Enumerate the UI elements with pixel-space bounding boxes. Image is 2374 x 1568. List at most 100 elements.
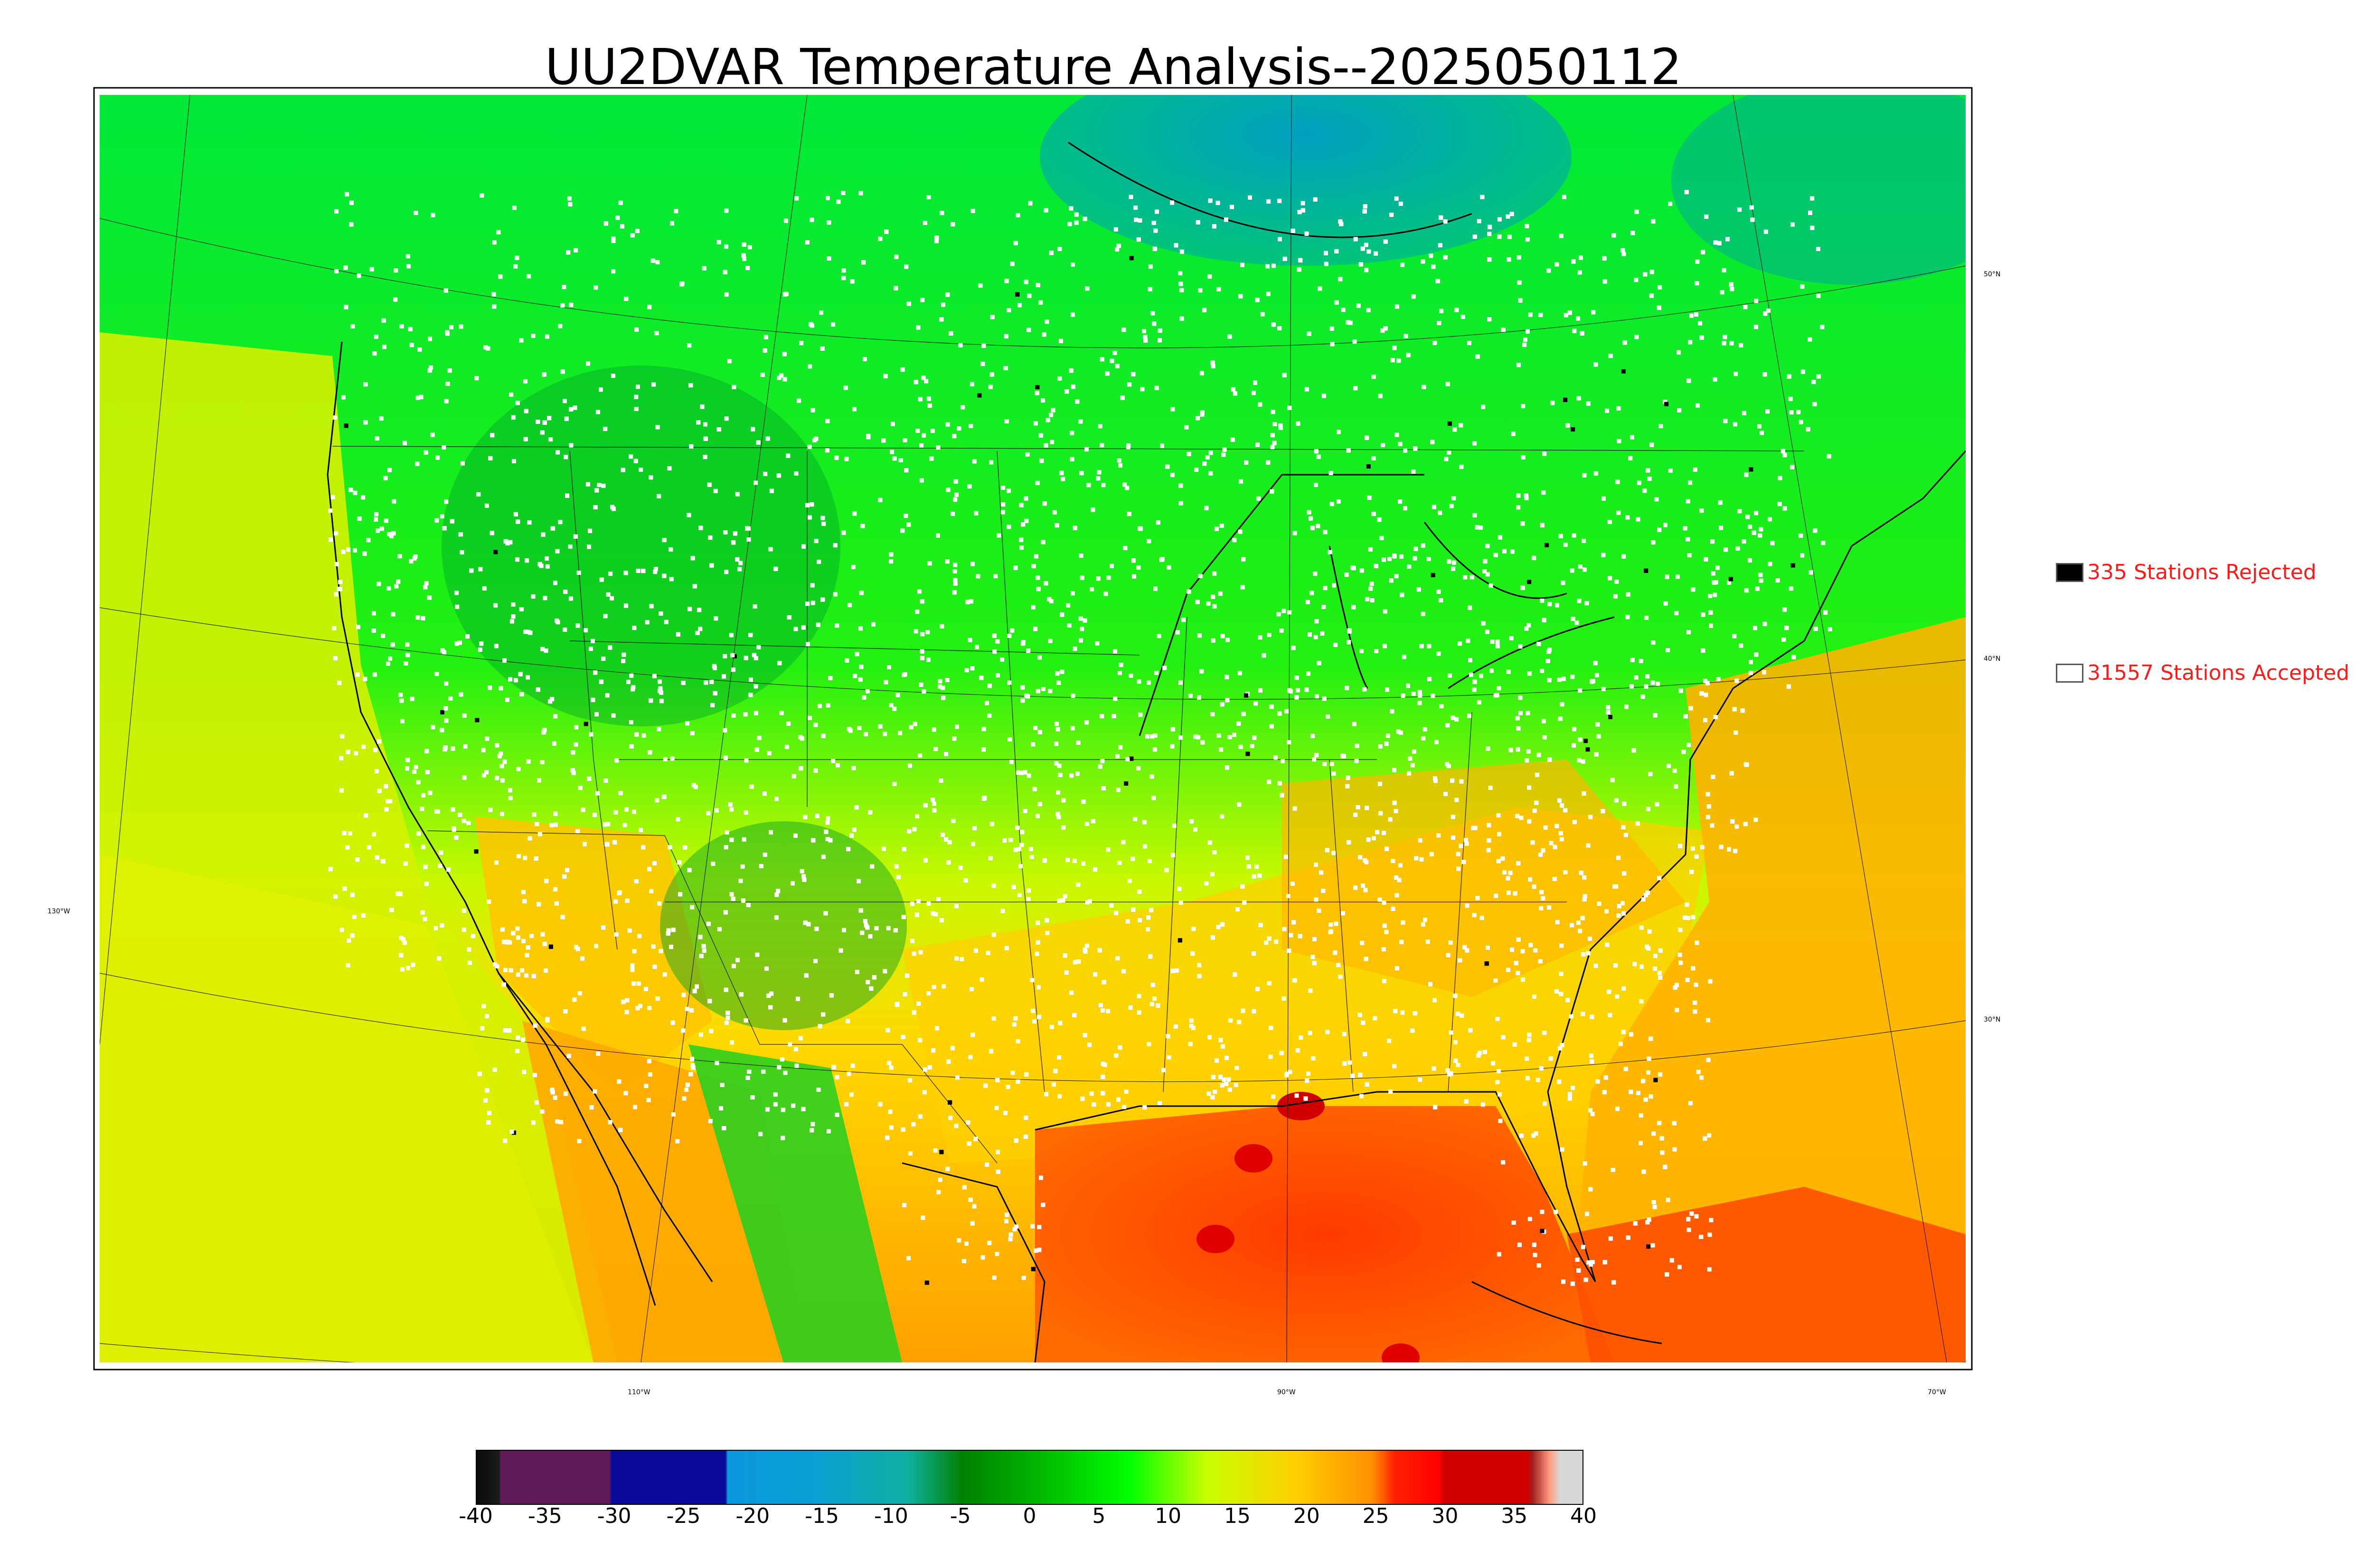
station-marker: [918, 1114, 923, 1119]
station-marker: [596, 1052, 601, 1056]
station-marker: [387, 468, 392, 472]
station-marker: [1200, 412, 1205, 417]
station-marker: [1029, 847, 1033, 851]
station-marker: [1439, 704, 1444, 709]
station-marker: [1780, 449, 1785, 453]
station-marker: [826, 703, 830, 708]
station-marker: [490, 433, 495, 438]
station-marker: [424, 450, 428, 455]
station-marker: [678, 892, 683, 897]
station-marker: [650, 258, 655, 263]
station-marker: [862, 695, 867, 700]
station-marker: [1677, 1265, 1682, 1269]
station-marker: [1173, 1024, 1178, 1029]
station-marker: [608, 645, 612, 650]
station-marker: [555, 549, 560, 554]
station-marker: [1032, 787, 1037, 791]
station-marker: [1240, 263, 1244, 267]
station-marker: [768, 1005, 773, 1010]
station-marker: [1486, 746, 1490, 751]
station-marker: [1281, 609, 1286, 613]
station-marker: [1244, 460, 1249, 465]
station-marker: [1041, 687, 1046, 691]
station-marker: [1345, 685, 1349, 690]
station-marker: [469, 568, 474, 573]
station-marker: [356, 625, 360, 629]
station-marker: [1371, 512, 1376, 516]
station-marker: [1269, 724, 1274, 729]
station-marker: [1057, 1094, 1062, 1099]
station-marker: [1084, 720, 1089, 725]
station-marker: [662, 573, 667, 578]
station-marker: [454, 641, 459, 646]
station-marker: [481, 773, 486, 778]
station-marker: [657, 727, 661, 732]
station-marker: [1310, 526, 1315, 530]
station-marker: [1378, 811, 1383, 816]
station-marker: [467, 960, 472, 965]
station-marker: [1391, 906, 1395, 911]
station-marker: [1253, 380, 1257, 385]
station-marker: [379, 526, 384, 531]
station-marker: [558, 520, 563, 525]
station-marker: [1582, 791, 1586, 796]
station-marker: [1137, 994, 1141, 998]
station-marker: [1197, 633, 1202, 638]
station-marker: [1782, 607, 1787, 612]
station-marker: [996, 1150, 1000, 1155]
station-marker: [1788, 396, 1793, 401]
station-marker: [807, 515, 812, 520]
station-marker: [1421, 922, 1425, 927]
station-marker: [1329, 326, 1334, 331]
station-marker: [1775, 578, 1780, 583]
station-marker: [1055, 671, 1060, 676]
station-marker: [406, 966, 410, 970]
station-marker: [1045, 918, 1049, 923]
station-marker: [1239, 479, 1244, 484]
station-marker: [1579, 255, 1583, 260]
station-marker: [1101, 483, 1106, 488]
station-marker: [1268, 1054, 1273, 1059]
station-marker: [952, 590, 957, 595]
station-marker: [960, 957, 964, 961]
station-marker: [1184, 425, 1189, 430]
station-marker: [1098, 424, 1102, 429]
station-marker: [889, 552, 894, 557]
station-marker: [591, 638, 595, 643]
station-marker: [1133, 205, 1138, 210]
station-marker: [1127, 512, 1131, 516]
station-marker: [484, 503, 489, 508]
station-marker: [1394, 966, 1399, 971]
station-marker: [1191, 927, 1196, 931]
station-marker: [970, 382, 974, 386]
station-marker: [1712, 580, 1716, 585]
station-marker: [754, 656, 758, 660]
station-marker: [845, 658, 849, 663]
station-marker: [1646, 946, 1651, 951]
station-marker: [951, 819, 956, 823]
station-marker: [981, 343, 986, 348]
station-marker: [1459, 423, 1463, 428]
station-marker: [637, 934, 642, 939]
station-marker: [1235, 907, 1240, 911]
station-marker: [445, 382, 450, 386]
station-marker: [1621, 986, 1626, 991]
station-marker: [1622, 871, 1627, 876]
station-marker: [1540, 1210, 1545, 1214]
station-marker: [531, 594, 536, 599]
station-marker: [1695, 281, 1699, 286]
station-marker: [476, 492, 481, 497]
station-marker: [384, 518, 388, 523]
station-marker: [571, 750, 575, 755]
station-marker: [440, 648, 445, 653]
station-marker: [729, 892, 734, 897]
station-marker: [1113, 649, 1117, 654]
station-marker: [1392, 768, 1396, 772]
station-marker: [1177, 886, 1182, 891]
station-marker: [1152, 996, 1157, 1001]
station-marker: [878, 1102, 883, 1107]
station-marker: [1206, 601, 1211, 606]
station-marker: [558, 324, 563, 329]
station-marker: [636, 569, 641, 573]
station-marker: [545, 1018, 550, 1023]
